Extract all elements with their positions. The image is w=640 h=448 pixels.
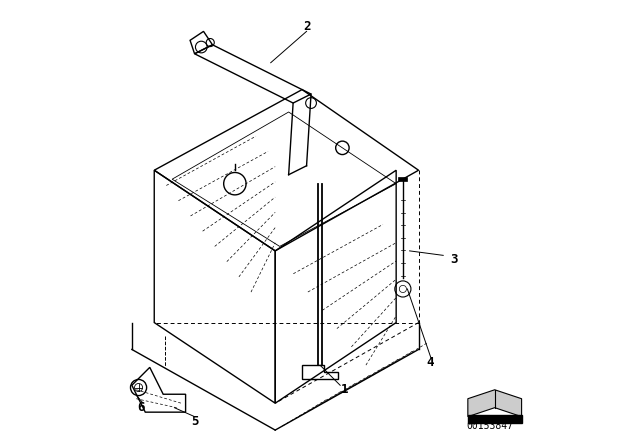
Text: 5: 5 xyxy=(191,414,198,428)
FancyBboxPatch shape xyxy=(468,415,522,423)
Text: 00153847: 00153847 xyxy=(467,421,514,431)
Polygon shape xyxy=(398,177,407,181)
Text: 3: 3 xyxy=(451,253,458,267)
Text: 4: 4 xyxy=(426,356,433,370)
Text: 1: 1 xyxy=(341,383,348,396)
Polygon shape xyxy=(468,390,522,417)
Text: 6: 6 xyxy=(137,401,145,414)
Text: 2: 2 xyxy=(303,20,310,34)
